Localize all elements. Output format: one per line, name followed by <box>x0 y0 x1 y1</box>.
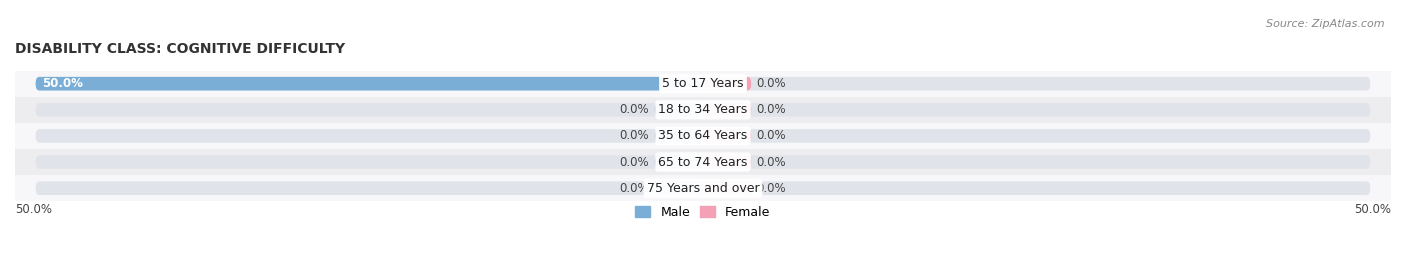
Text: 0.0%: 0.0% <box>756 77 786 90</box>
Bar <box>15 175 1391 201</box>
Legend: Male, Female: Male, Female <box>630 201 776 224</box>
Text: 0.0%: 0.0% <box>620 182 650 195</box>
FancyBboxPatch shape <box>655 181 703 195</box>
Text: 0.0%: 0.0% <box>756 103 786 116</box>
Text: DISABILITY CLASS: COGNITIVE DIFFICULTY: DISABILITY CLASS: COGNITIVE DIFFICULTY <box>15 42 344 56</box>
FancyBboxPatch shape <box>655 129 703 143</box>
Text: 75 Years and over: 75 Years and over <box>647 182 759 195</box>
Text: 0.0%: 0.0% <box>756 155 786 169</box>
FancyBboxPatch shape <box>35 129 1371 143</box>
Bar <box>15 97 1391 123</box>
Text: 0.0%: 0.0% <box>620 155 650 169</box>
Text: 0.0%: 0.0% <box>756 182 786 195</box>
Text: 50.0%: 50.0% <box>15 203 52 216</box>
Text: 0.0%: 0.0% <box>620 129 650 142</box>
Bar <box>15 123 1391 149</box>
FancyBboxPatch shape <box>703 129 751 143</box>
FancyBboxPatch shape <box>35 181 1371 195</box>
Text: 35 to 64 Years: 35 to 64 Years <box>658 129 748 142</box>
FancyBboxPatch shape <box>703 155 751 169</box>
FancyBboxPatch shape <box>35 77 1371 90</box>
Text: 5 to 17 Years: 5 to 17 Years <box>662 77 744 90</box>
Text: 65 to 74 Years: 65 to 74 Years <box>658 155 748 169</box>
FancyBboxPatch shape <box>35 77 703 90</box>
FancyBboxPatch shape <box>35 155 1371 169</box>
Bar <box>15 149 1391 175</box>
Text: 50.0%: 50.0% <box>1354 203 1391 216</box>
Text: 18 to 34 Years: 18 to 34 Years <box>658 103 748 116</box>
FancyBboxPatch shape <box>703 181 751 195</box>
FancyBboxPatch shape <box>655 103 703 116</box>
FancyBboxPatch shape <box>703 103 751 116</box>
FancyBboxPatch shape <box>703 77 751 90</box>
Text: 50.0%: 50.0% <box>42 77 83 90</box>
Text: Source: ZipAtlas.com: Source: ZipAtlas.com <box>1267 19 1385 29</box>
FancyBboxPatch shape <box>655 155 703 169</box>
FancyBboxPatch shape <box>35 103 1371 116</box>
Bar <box>15 71 1391 97</box>
Text: 0.0%: 0.0% <box>756 129 786 142</box>
Text: 0.0%: 0.0% <box>620 103 650 116</box>
